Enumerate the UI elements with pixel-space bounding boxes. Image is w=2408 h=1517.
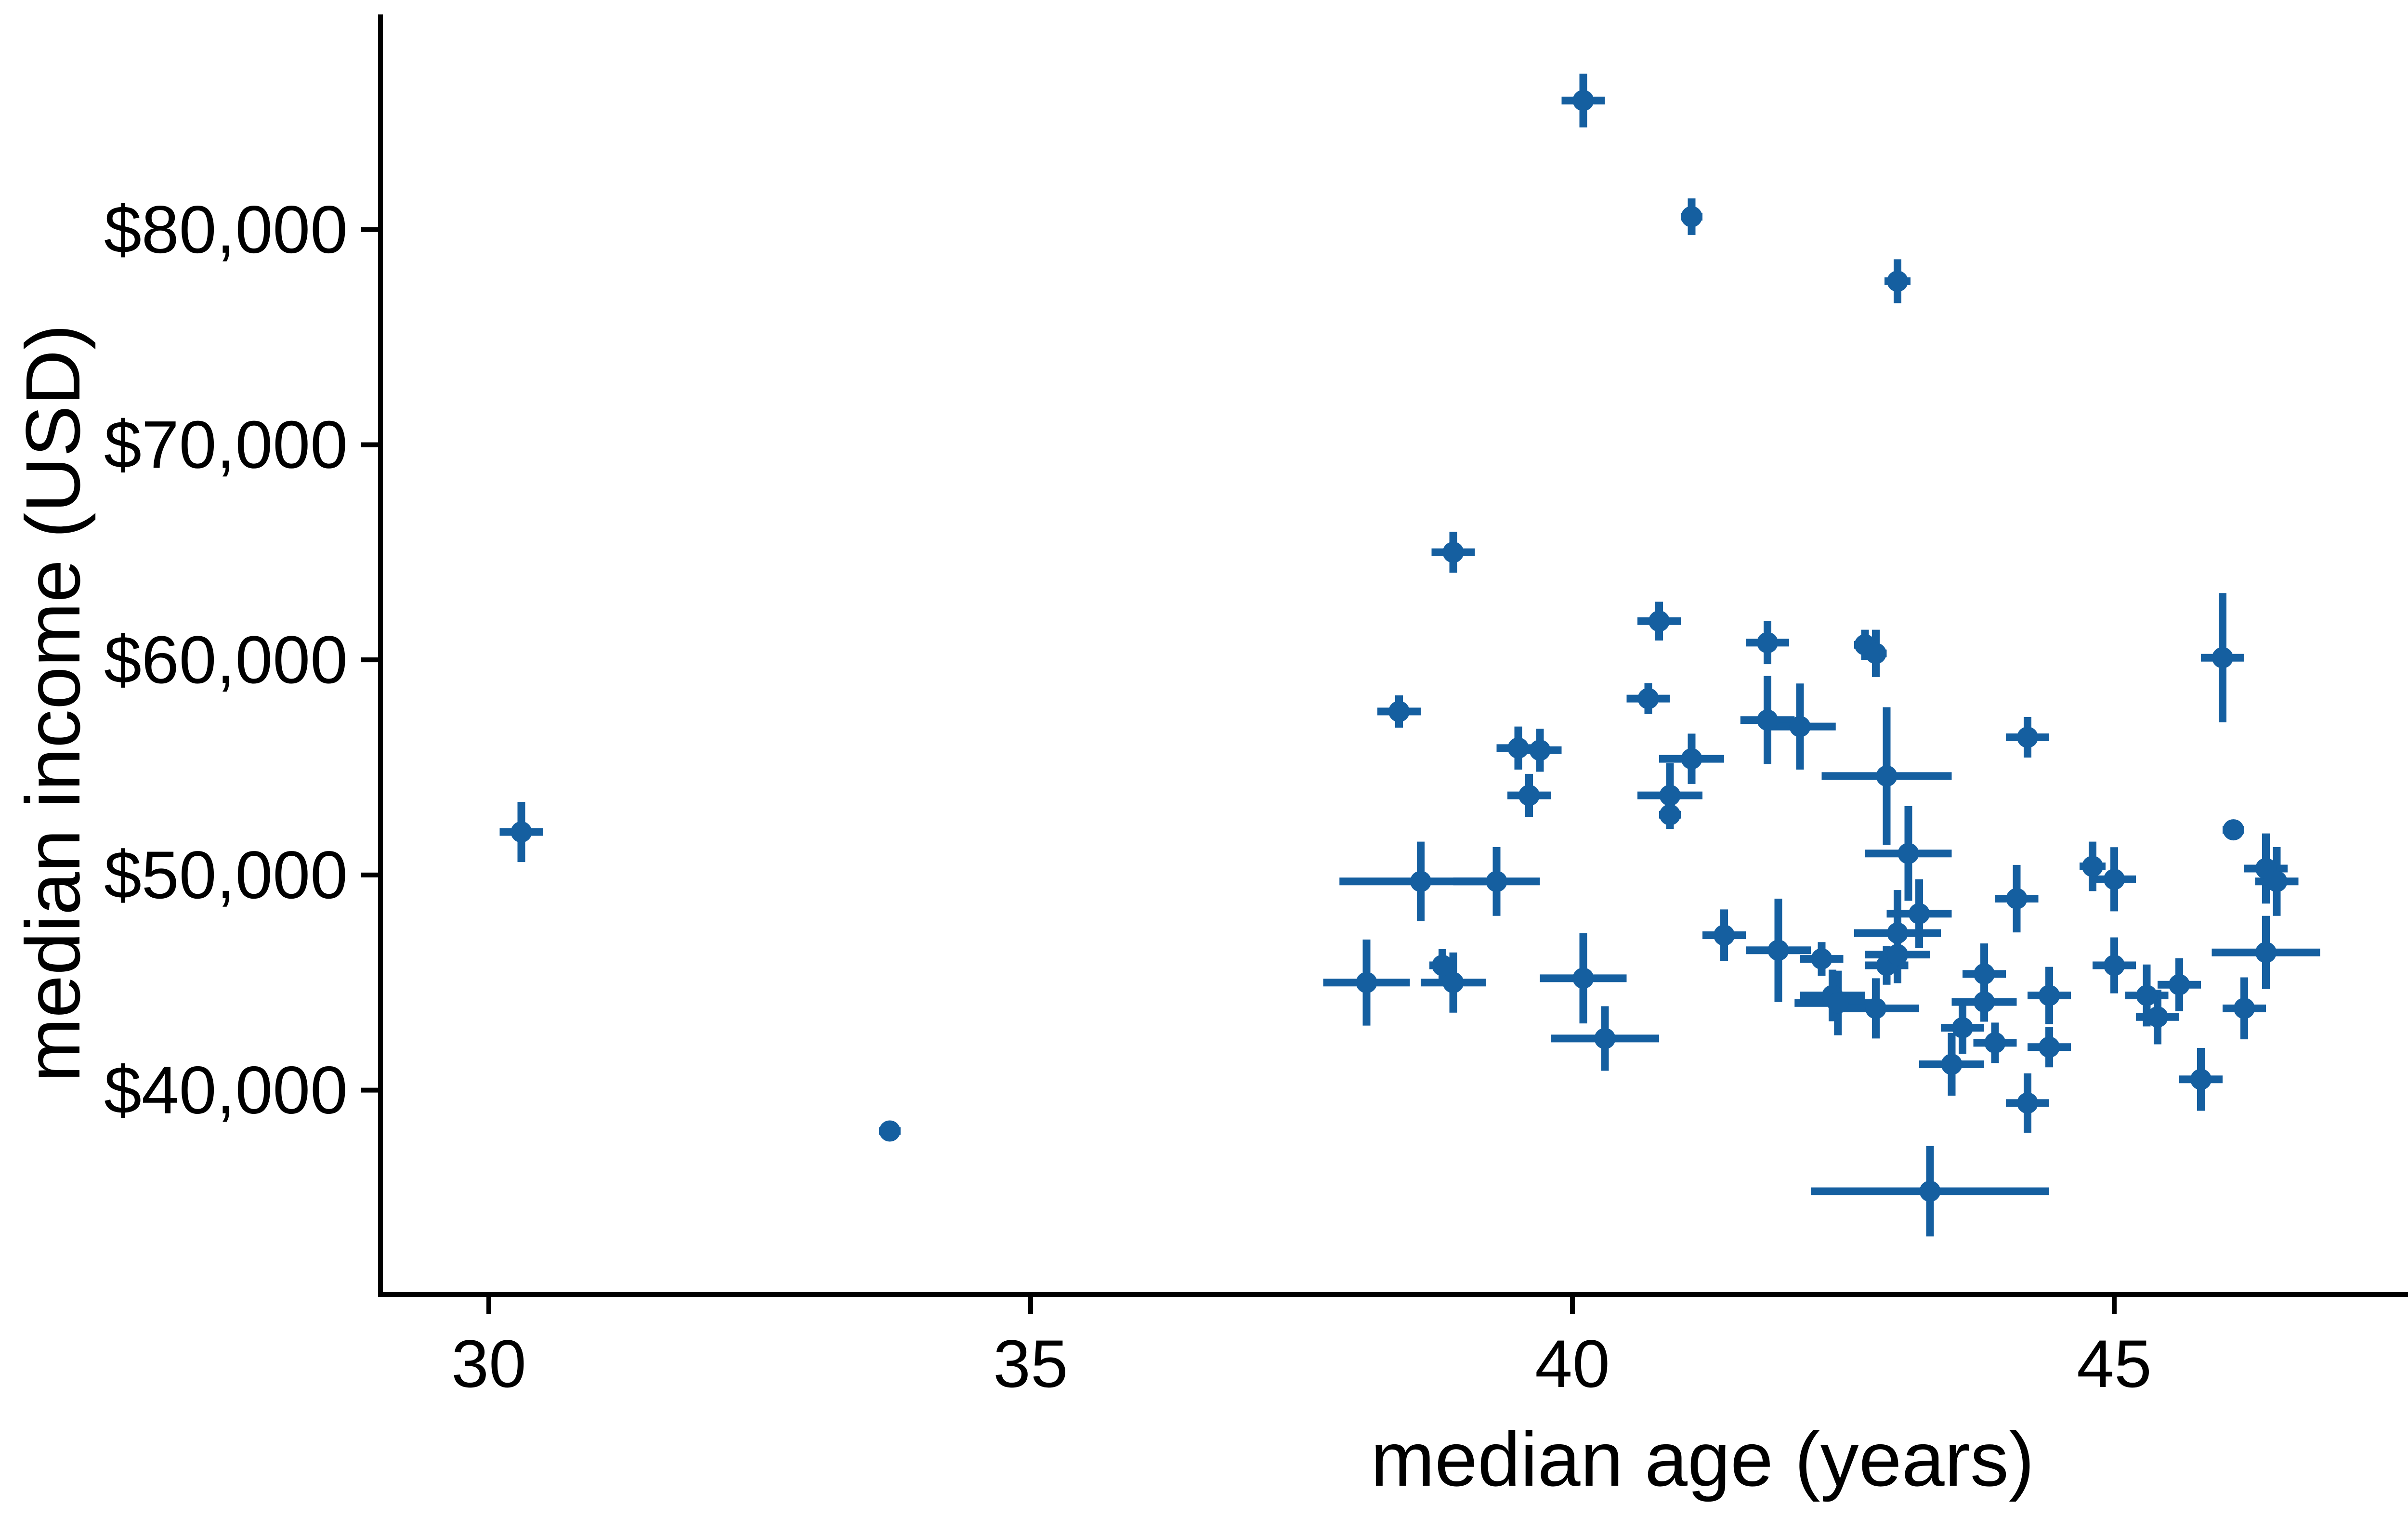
data-point-marker xyxy=(1410,871,1431,892)
data-point-marker xyxy=(1789,716,1811,737)
y-tick-label: $40,000 xyxy=(104,1052,348,1128)
data-point-marker xyxy=(2190,1069,2212,1090)
data-point-marker xyxy=(1594,1028,1616,1049)
data-point-marker xyxy=(1876,765,1898,787)
data-point-marker xyxy=(2082,856,2103,877)
data-point-marker xyxy=(2104,868,2125,890)
data-point-marker xyxy=(1572,90,1594,111)
data-point-marker xyxy=(2039,985,2060,1007)
data-point-marker xyxy=(2104,955,2125,976)
data-point-marker xyxy=(1974,963,1995,985)
data-point-marker xyxy=(1649,610,1670,632)
data-point-marker xyxy=(510,821,532,843)
axes-layer xyxy=(361,14,2408,1314)
data-point-marker xyxy=(1827,992,1849,1014)
data-point-marker xyxy=(1529,739,1551,761)
x-tick-label: 40 xyxy=(1535,1326,1610,1401)
data-point-marker xyxy=(1919,1180,1941,1202)
data-point-marker xyxy=(1898,843,1919,864)
data-point-marker xyxy=(1681,206,1702,227)
data-point-marker xyxy=(1887,922,1908,944)
data-point-marker xyxy=(2266,871,2288,892)
data-point-marker xyxy=(1356,972,1377,994)
data-point-marker xyxy=(1887,944,1908,966)
x-axis-label: median age (years) xyxy=(1371,1416,2034,1502)
data-point-marker xyxy=(1486,871,1507,892)
x-tick-label: 45 xyxy=(2077,1326,2152,1401)
data-point-marker xyxy=(1757,709,1778,731)
data-point-marker xyxy=(1572,968,1594,989)
data-point-marker xyxy=(2147,1006,2168,1028)
data-point-marker xyxy=(1637,688,1659,709)
x-tick-label: 35 xyxy=(993,1326,1068,1401)
data-point-marker xyxy=(1432,955,1453,976)
data-point-marker xyxy=(1767,940,1789,961)
data-point-marker xyxy=(1442,972,1464,994)
data-point-marker xyxy=(1865,642,1886,664)
data-point-marker xyxy=(1659,785,1681,806)
data-point-marker xyxy=(1681,748,1702,770)
markers-layer xyxy=(510,90,2288,1202)
data-point-marker xyxy=(1518,785,1540,806)
data-point-marker xyxy=(1811,948,1832,970)
data-point-marker xyxy=(2017,1092,2038,1114)
data-point-marker xyxy=(2169,974,2190,995)
data-point-marker xyxy=(1507,737,1529,759)
data-point-marker xyxy=(2006,888,2028,910)
y-tick-label: $50,000 xyxy=(104,837,348,913)
data-point-marker xyxy=(1659,804,1681,825)
data-point-marker xyxy=(1865,997,1886,1019)
y-tick-label: $60,000 xyxy=(104,622,348,697)
data-point-marker xyxy=(2017,726,2038,748)
data-point-marker xyxy=(2136,985,2158,1007)
y-axis-label: median income (USD) xyxy=(10,324,96,1082)
error-bars-layer xyxy=(499,73,2320,1237)
data-point-marker xyxy=(2039,1036,2060,1058)
data-point-marker xyxy=(1909,903,1930,925)
y-tick-label: $80,000 xyxy=(104,192,348,267)
data-point-marker xyxy=(2234,997,2255,1019)
data-point-marker xyxy=(2255,942,2277,963)
data-point-marker xyxy=(1974,991,1995,1013)
data-point-marker xyxy=(2212,647,2233,668)
data-point-marker xyxy=(1941,1054,1963,1075)
data-point-marker xyxy=(1952,1017,1973,1039)
data-point-marker xyxy=(1984,1032,2006,1054)
tick-labels-layer: 3035404550$40,000$50,000$60,000$70,000$8… xyxy=(104,192,2152,1401)
y-tick-label: $70,000 xyxy=(104,406,348,482)
data-point-marker xyxy=(1757,632,1778,654)
x-tick-label: 30 xyxy=(451,1326,526,1401)
data-point-marker xyxy=(879,1120,901,1142)
data-point-marker xyxy=(1714,924,1735,946)
data-point-marker xyxy=(2223,819,2244,841)
data-point-marker xyxy=(1887,270,1908,292)
data-point-marker xyxy=(1388,701,1410,722)
data-point-marker xyxy=(1442,541,1464,563)
